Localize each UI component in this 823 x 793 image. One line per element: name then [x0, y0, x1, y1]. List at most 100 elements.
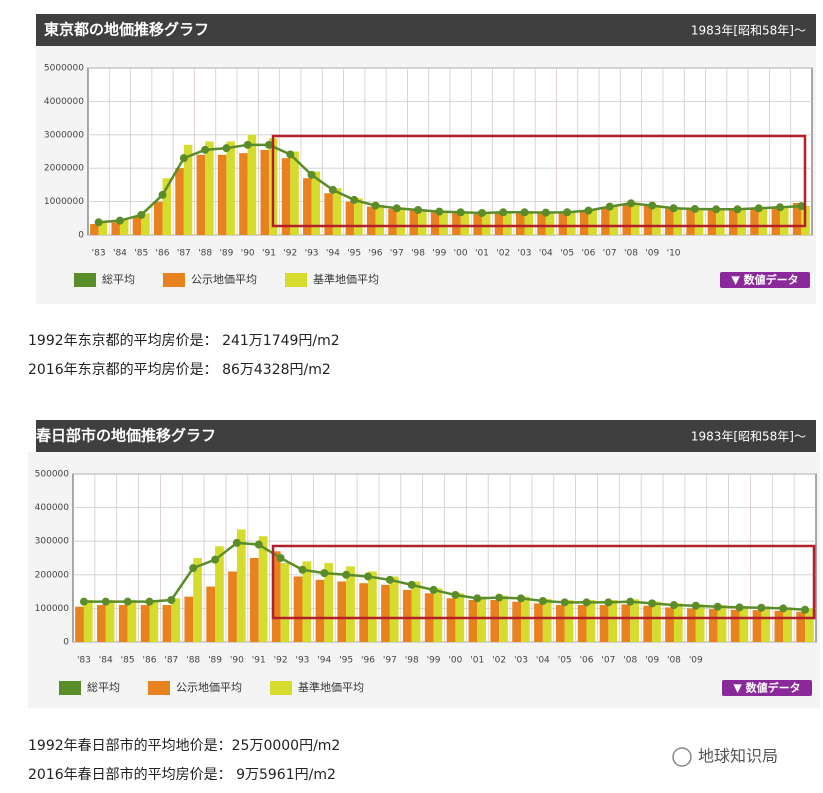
bar: [236, 529, 246, 642]
x-tick-label: '85: [121, 656, 135, 666]
x-tick-label: '87: [177, 249, 191, 259]
x-tick-label: '00: [454, 249, 468, 259]
bar: [630, 599, 639, 642]
x-tick-label: '97: [390, 249, 404, 259]
point: [364, 572, 373, 581]
caption: 2016年春日部市的平均房价是： 9万5961円/m2: [28, 766, 336, 783]
point: [584, 206, 593, 215]
point: [473, 594, 482, 603]
point: [265, 140, 273, 149]
bar: [228, 571, 237, 642]
caption: 1992年春日部市的平均地价是：25万0000円/m2: [28, 737, 340, 754]
point: [754, 204, 763, 213]
y-tick-label: 0: [63, 638, 69, 648]
bar: [132, 216, 142, 235]
x-tick-label: '94: [317, 656, 331, 666]
x-tick-label: '92: [283, 249, 297, 259]
x-tick-label: '93: [295, 656, 309, 666]
x-tick-label: '02: [496, 249, 510, 259]
x-tick-label: '08: [624, 249, 638, 259]
bar: [631, 202, 640, 235]
point: [243, 140, 252, 149]
x-tick-label: '04: [539, 249, 553, 259]
y-tick-label: 100000: [35, 604, 70, 614]
bar: [193, 558, 202, 642]
point: [605, 202, 614, 211]
point: [101, 597, 110, 606]
bar: [481, 212, 491, 235]
bar: [337, 581, 347, 642]
data-button-label[interactable]: ▼ 数値データ: [731, 273, 798, 287]
x-tick-label: '83: [92, 249, 106, 259]
legend-swatch: [59, 681, 81, 695]
point: [286, 150, 295, 159]
bar: [247, 134, 257, 235]
x-tick-label: '97: [383, 656, 397, 666]
y-tick-label: 5000000: [44, 64, 84, 74]
bar: [586, 600, 596, 642]
bar: [346, 566, 355, 642]
bar: [665, 208, 674, 235]
point: [115, 216, 124, 225]
bar: [673, 603, 683, 642]
data-button[interactable]: [722, 680, 812, 696]
x-tick-label: '83: [77, 656, 91, 666]
bar: [516, 212, 525, 235]
bar: [708, 609, 718, 642]
bar: [354, 198, 363, 235]
bar: [105, 600, 115, 642]
point: [328, 185, 337, 194]
bar: [90, 223, 99, 235]
bar: [97, 605, 106, 642]
x-tick-label: '88: [198, 249, 212, 259]
bar: [737, 208, 746, 235]
bar: [564, 600, 574, 642]
x-tick-label: '86: [143, 656, 157, 666]
bar: [774, 610, 784, 642]
point: [167, 596, 176, 604]
bar: [579, 211, 589, 235]
legend-label: 総平均: [87, 680, 120, 694]
data-button[interactable]: [720, 272, 810, 288]
bar: [687, 608, 696, 642]
bar: [260, 149, 269, 235]
x-tick-label: '84: [99, 656, 113, 666]
bar: [652, 205, 661, 235]
bar: [83, 600, 93, 642]
x-tick-label: '10: [667, 249, 681, 259]
bar: [534, 603, 543, 642]
bar: [226, 141, 235, 235]
bar: [345, 201, 355, 235]
watermark-icon: [672, 747, 692, 767]
bar: [716, 208, 725, 235]
bar: [418, 209, 427, 235]
bar: [588, 209, 597, 235]
y-tick-label: 0: [78, 231, 84, 241]
x-tick-label: '91: [262, 249, 276, 259]
legend-swatch: [148, 681, 170, 695]
bar: [162, 605, 172, 642]
bar: [752, 610, 762, 642]
point: [669, 601, 678, 610]
bar: [389, 576, 399, 642]
legend-label: 基準地価平均: [298, 680, 364, 694]
x-tick-label: '95: [347, 249, 361, 259]
bar: [311, 171, 321, 235]
point: [407, 580, 416, 589]
x-tick-label: '85: [134, 249, 148, 259]
point: [538, 597, 547, 606]
point: [604, 598, 613, 607]
caption: 1992年东京都的平均房价是： 241万1749円/m2: [28, 333, 340, 349]
bar: [452, 212, 461, 235]
point: [435, 207, 444, 216]
point: [499, 208, 508, 217]
data-button-label[interactable]: ▼ 数値データ: [733, 681, 800, 695]
x-tick-label: '95: [339, 656, 353, 666]
bar: [332, 188, 342, 235]
bar: [599, 605, 609, 642]
point: [137, 210, 146, 219]
bar: [601, 207, 610, 235]
bar: [293, 576, 303, 642]
bar: [315, 579, 325, 642]
bar: [446, 598, 456, 642]
